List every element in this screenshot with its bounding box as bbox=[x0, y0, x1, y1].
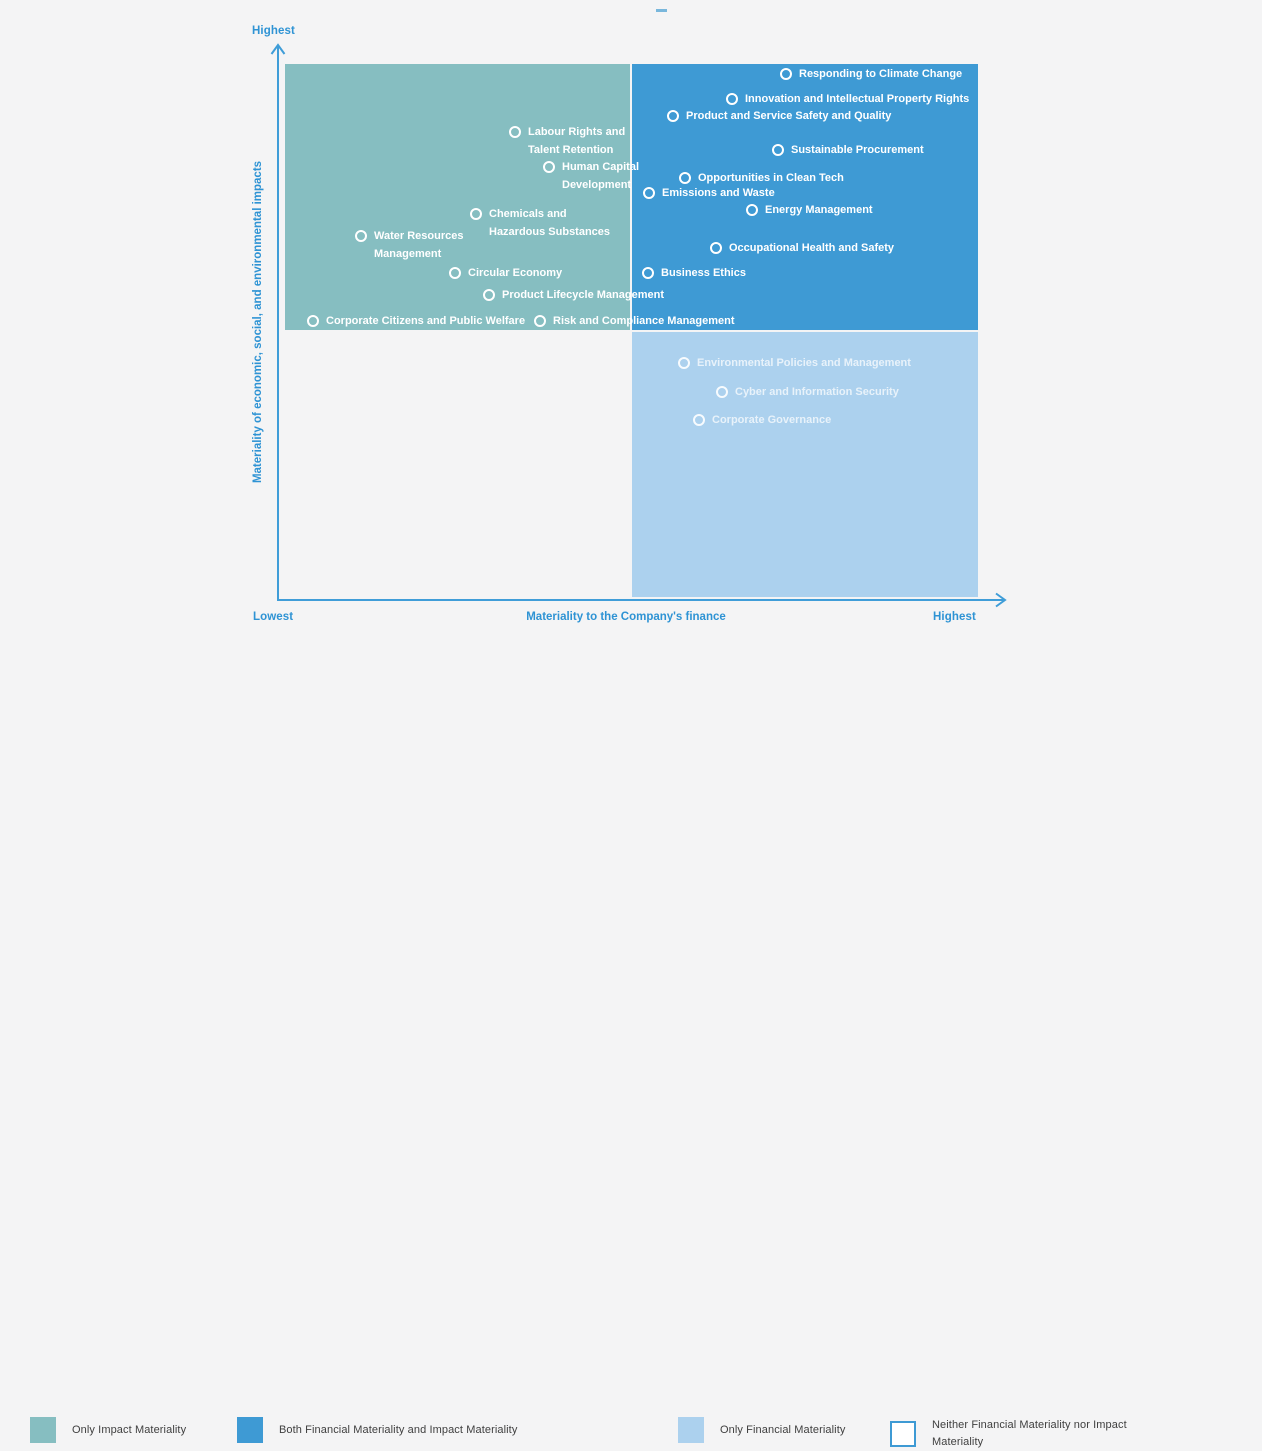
point-marker bbox=[693, 414, 705, 426]
point-label: Corporate Governance bbox=[712, 414, 832, 426]
legend-item-neither: Neither Financial Materiality nor Impact… bbox=[890, 1417, 1167, 1451]
axes bbox=[270, 43, 1007, 608]
point-marker bbox=[355, 230, 367, 242]
legend-swatch-only-financial bbox=[678, 1417, 704, 1443]
point-marker bbox=[679, 172, 691, 184]
point-label: Opportunities in Clean Tech bbox=[698, 172, 844, 184]
point-marker bbox=[772, 144, 784, 156]
plot-points: Labour Rights and Talent Retention Human C… bbox=[0, 0, 979, 660]
legend-swatch-both bbox=[237, 1417, 263, 1443]
point-label: Human Capital Development bbox=[562, 161, 640, 191]
point-label: Energy Management bbox=[765, 204, 873, 216]
legend-label-only-financial: Only Financial Materiality bbox=[720, 1423, 846, 1436]
quadrant-only-financial-materiality bbox=[632, 332, 978, 597]
point-label: Occupational Health and Safety bbox=[729, 242, 895, 254]
point-marker bbox=[449, 267, 461, 279]
point-marker bbox=[780, 68, 792, 80]
point-marker bbox=[667, 110, 679, 122]
point-marker bbox=[643, 187, 655, 199]
point-marker bbox=[509, 126, 521, 138]
point-label: Circular Economy bbox=[468, 267, 563, 279]
point-marker bbox=[307, 315, 319, 327]
point-label: Corporate Citizens and Public Welfare bbox=[326, 315, 526, 327]
point-label: Chemicals and Hazardous Substances bbox=[489, 208, 611, 238]
point-marker bbox=[483, 289, 495, 301]
legend-swatch-only-impact bbox=[30, 1417, 56, 1443]
point-marker bbox=[543, 161, 555, 173]
point-label: Risk and Compliance Management bbox=[553, 315, 735, 327]
legend-label-neither: Neither Financial Materiality nor Impact… bbox=[932, 1419, 1127, 1448]
legend-item-only-impact: Only Impact Materiality bbox=[30, 1417, 186, 1443]
quadrant-both-materiality bbox=[632, 64, 978, 330]
point-marker bbox=[678, 357, 690, 369]
legend-label-both: Both Financial Materiality and Impact Ma… bbox=[279, 1423, 518, 1436]
point-label: Product Lifecycle Management bbox=[502, 289, 664, 301]
point-marker bbox=[470, 208, 482, 220]
point-marker bbox=[534, 315, 546, 327]
legend-label-only-impact: Only Impact Materiality bbox=[72, 1423, 187, 1436]
point-label: Product and Service Safety and Quality bbox=[686, 110, 892, 122]
x-axis-title: Materiality to the Company's finance bbox=[526, 611, 726, 623]
legend-item-both: Both Financial Materiality and Impact Ma… bbox=[237, 1417, 517, 1443]
point-label: Water Resources Management bbox=[374, 230, 464, 260]
point-label: Emissions and Waste bbox=[662, 187, 775, 199]
point-label: Environmental Policies and Management bbox=[697, 357, 911, 369]
point-marker bbox=[726, 93, 738, 105]
x-axis-right-label: Highest bbox=[933, 611, 976, 623]
top-edge-dash-artifact bbox=[656, 9, 667, 12]
legend-item-only-financial: Only Financial Materiality bbox=[678, 1417, 845, 1443]
point-label: Sustainable Procurement bbox=[791, 144, 924, 156]
point-marker bbox=[716, 386, 728, 398]
x-axis-left-label: Lowest bbox=[253, 611, 294, 623]
point-marker bbox=[710, 242, 722, 254]
legend-swatch-neither bbox=[890, 1421, 916, 1447]
quadrant-only-impact-materiality bbox=[285, 64, 630, 330]
y-axis-top-label: Highest bbox=[252, 25, 295, 37]
point-marker bbox=[746, 204, 758, 216]
point-label: Labour Rights and Talent Retention bbox=[528, 126, 626, 156]
point-label: Business Ethics bbox=[661, 267, 746, 279]
legend: Only Impact Materiality Both Financial M… bbox=[0, 700, 1262, 1448]
point-label: Innovation and Intellectual Property Rig… bbox=[745, 93, 970, 105]
point-marker bbox=[642, 267, 654, 279]
point-label: Responding to Climate Change bbox=[799, 68, 963, 80]
point-label: Cyber and Information Security bbox=[735, 386, 899, 398]
